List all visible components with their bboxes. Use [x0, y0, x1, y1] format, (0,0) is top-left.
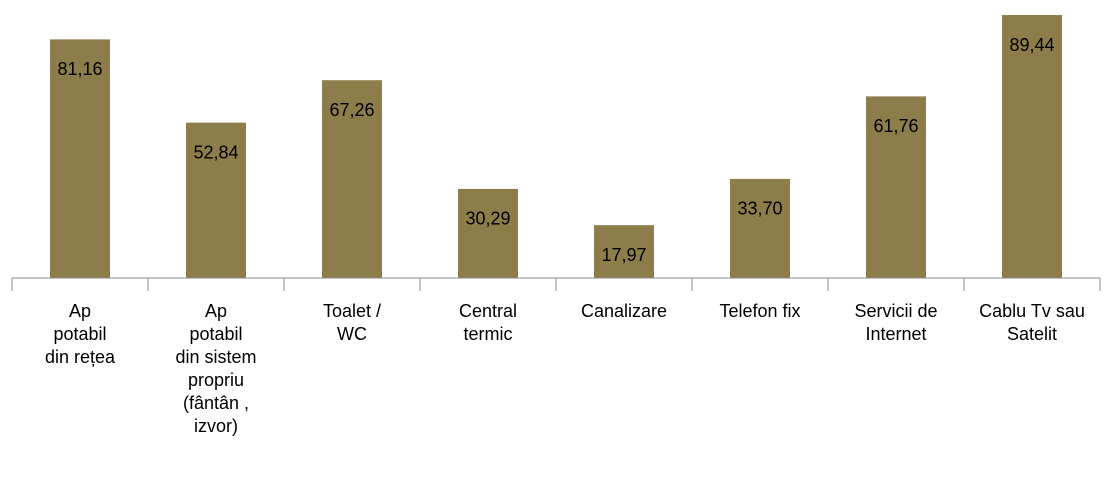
x-tick-label: Cablu Tv sau Satelit: [979, 301, 1085, 344]
value-label: 67,26: [329, 100, 374, 120]
bar: [322, 80, 382, 278]
bar: [1002, 15, 1062, 278]
bar: [458, 188, 518, 278]
x-tick-label: Ap potabil din rețea: [44, 301, 116, 367]
x-tick-label: Central termic: [458, 301, 518, 344]
value-label: 61,76: [873, 116, 918, 136]
value-label: 33,70: [737, 199, 782, 219]
x-tick-label: Servicii de Internet: [854, 301, 938, 344]
value-label: 30,29: [465, 209, 510, 229]
x-tick-label: Ap potabil din sistem propriu (fântân , …: [175, 301, 257, 436]
bar: [866, 96, 926, 279]
value-label: 81,16: [57, 59, 102, 79]
value-label: 17,97: [601, 245, 646, 265]
value-label: 52,84: [193, 142, 238, 162]
x-tick-label: Toalet / WC: [322, 301, 382, 344]
bar: [50, 39, 110, 278]
bar: [730, 178, 790, 278]
bar: [186, 122, 246, 278]
x-tick-label: Canalizare: [580, 301, 668, 321]
x-tick-label: Telefon fix: [719, 301, 801, 321]
value-label: 89,44: [1009, 35, 1054, 55]
bar: [594, 225, 654, 278]
